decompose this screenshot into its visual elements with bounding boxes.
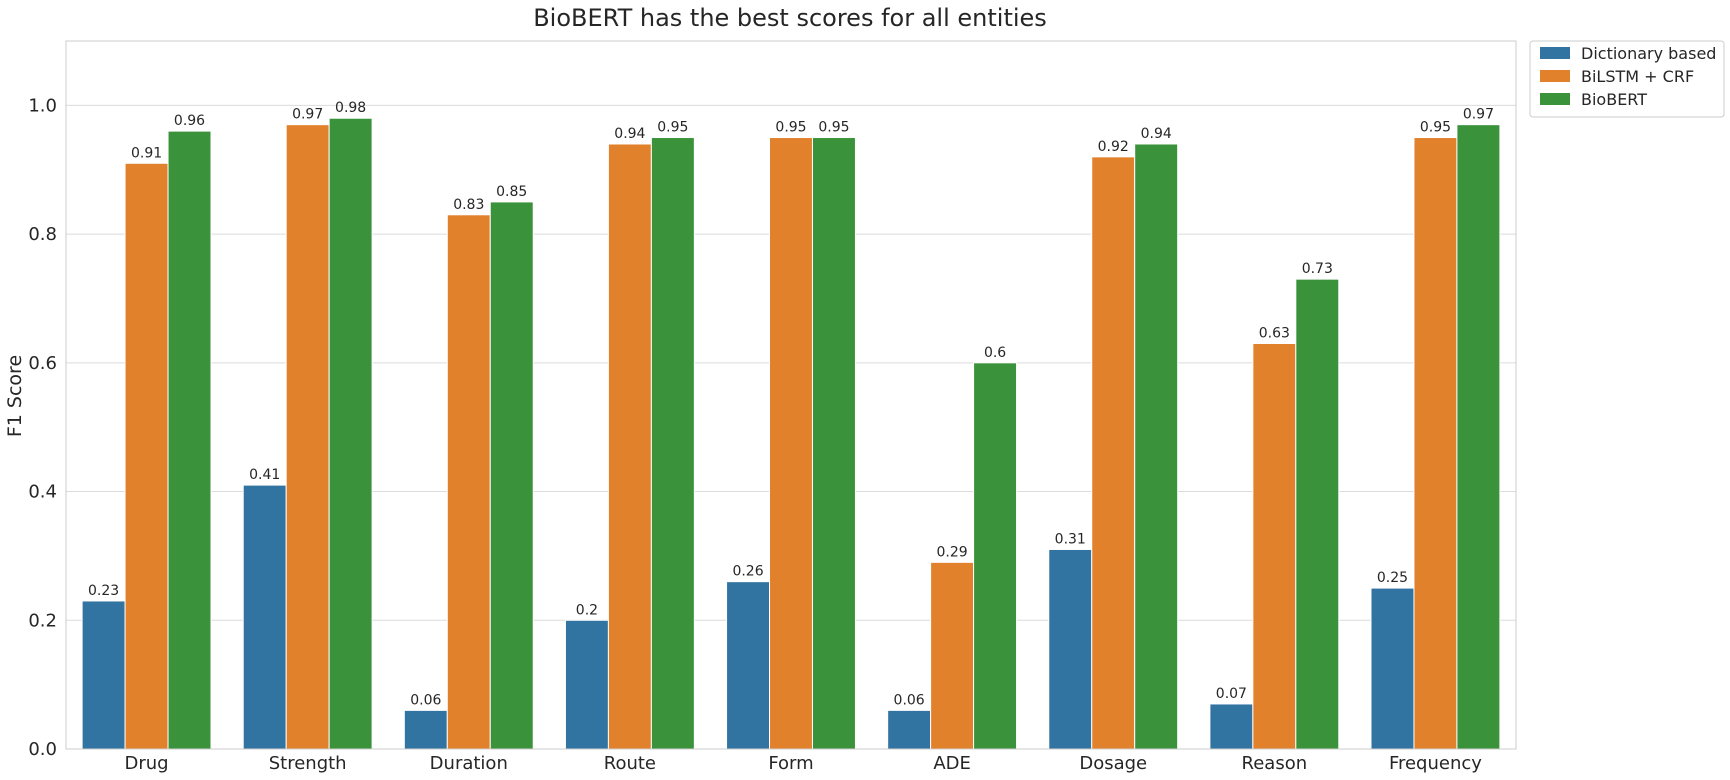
bar-value-label: 0.95 <box>657 120 688 136</box>
bar-bilstm-crf-duration <box>446 214 491 750</box>
x-tick-label: Drug <box>125 753 169 774</box>
x-tick-label: Reason <box>1242 753 1308 774</box>
bar-value-label: 0.25 <box>1377 570 1408 586</box>
y-tick-label: 0.2 <box>28 610 57 631</box>
bars <box>81 117 1501 750</box>
bar-bilstm-crf-ade <box>930 561 975 750</box>
bar-biobert-duration <box>489 201 534 750</box>
bar-value-label: 0.94 <box>1141 126 1172 142</box>
bar-value-label: 0.94 <box>614 126 645 142</box>
bar-dictionary-based-form <box>726 581 771 750</box>
bar-value-label: 0.31 <box>1055 531 1086 547</box>
y-tick-label: 0.4 <box>28 482 57 503</box>
bar-value-label: 0.92 <box>1098 139 1129 155</box>
bar-biobert-strength <box>328 117 373 750</box>
x-tick-label: Dosage <box>1079 753 1147 774</box>
bar-value-label: 0.63 <box>1259 326 1290 342</box>
bar-bilstm-crf-strength <box>285 124 330 750</box>
legend-swatch <box>1540 93 1570 105</box>
x-tick-label: ADE <box>933 753 971 774</box>
y-axis-ticks: 0.0 0.2 0.4 0.6 0.8 1.0 <box>28 95 57 760</box>
bar-value-label: 0.26 <box>732 564 763 580</box>
bar-dictionary-based-route <box>564 619 609 750</box>
x-axis-ticks: Drug Strength Duration Route Form ADE Dosage Re… <box>125 753 1483 774</box>
bar-dictionary-based-duration <box>403 709 448 750</box>
bar-bilstm-crf-frequency <box>1413 137 1458 750</box>
bar-value-label: 0.6 <box>984 345 1006 361</box>
legend-swatch <box>1540 47 1570 59</box>
bar-value-label: 0.83 <box>453 197 484 213</box>
plot-frame <box>65 40 1517 750</box>
bar-bilstm-crf-route <box>607 143 652 750</box>
y-tick-label: 1.0 <box>28 95 57 116</box>
legend-frame <box>1529 40 1725 118</box>
bar-bilstm-crf-form <box>769 137 813 750</box>
bar-biobert-frequency <box>1456 124 1501 750</box>
bar-value-label: 0.06 <box>410 692 441 708</box>
x-tick-label: Duration <box>430 753 508 774</box>
y-tick-label: 0.0 <box>28 739 57 760</box>
bar-dictionary-based-reason <box>1209 703 1254 750</box>
bar-value-label: 0.41 <box>249 467 280 483</box>
bar-dictionary-based-drug <box>81 600 126 750</box>
bar-value-label: 0.2 <box>576 602 598 618</box>
bar-value-label: 0.06 <box>894 692 925 708</box>
bar-biobert-form <box>811 137 856 750</box>
bar-biobert-route <box>650 137 695 750</box>
legend: Dictionary based BiLSTM + CRF BioBERT <box>1529 40 1725 118</box>
x-tick-label: Strength <box>269 753 347 774</box>
y-tick-label: 0.8 <box>28 224 57 245</box>
y-axis-label: F1 Score <box>4 355 26 437</box>
bar-dictionary-based-frequency <box>1370 587 1415 750</box>
bar-biobert-reason <box>1295 278 1340 750</box>
bar-value-label: 0.07 <box>1216 686 1247 702</box>
bar-value-label: 0.98 <box>335 100 366 116</box>
bar-value-label: 0.91 <box>131 145 162 161</box>
bar-biobert-dosage <box>1134 143 1179 750</box>
bar-bilstm-crf-reason <box>1252 343 1297 750</box>
bar-value-label: 0.95 <box>818 120 849 136</box>
x-tick-label: Route <box>604 753 656 774</box>
bar-value-label: 0.23 <box>88 583 119 599</box>
bar-value-label: 0.95 <box>1420 120 1451 136</box>
x-tick-label: Form <box>768 753 813 774</box>
bar-bilstm-crf-drug <box>124 162 169 750</box>
bar-value-label: 0.85 <box>496 184 527 200</box>
legend-label: BioBERT <box>1581 90 1647 109</box>
bar-value-label: 0.29 <box>937 544 968 560</box>
y-tick-label: 0.6 <box>28 353 57 374</box>
legend-label: BiLSTM + CRF <box>1581 67 1694 86</box>
bar-value-labels: 0.23 0.91 0.96 0.41 0.97 0.98 0.06 0.83 0.85 0.2 0… <box>88 100 1494 708</box>
bar-dictionary-based-strength <box>242 484 287 750</box>
x-tick-label: Frequency <box>1389 753 1482 774</box>
bar-value-label: 0.97 <box>292 107 323 123</box>
bar-value-label: 0.95 <box>775 120 806 136</box>
bar-value-label: 0.97 <box>1463 107 1494 123</box>
bar-biobert-ade <box>973 362 1018 750</box>
legend-label: Dictionary based <box>1581 44 1716 63</box>
bar-biobert-drug <box>167 130 212 750</box>
bar-bilstm-crf-dosage <box>1091 156 1136 750</box>
bar-dictionary-based-dosage <box>1048 548 1093 750</box>
bar-value-label: 0.73 <box>1302 261 1333 277</box>
bar-dictionary-based-ade <box>887 709 932 750</box>
legend-swatch <box>1540 70 1570 82</box>
chart-title: BioBERT has the best scores for all enti… <box>533 4 1047 32</box>
bar-value-label: 0.96 <box>174 113 205 129</box>
